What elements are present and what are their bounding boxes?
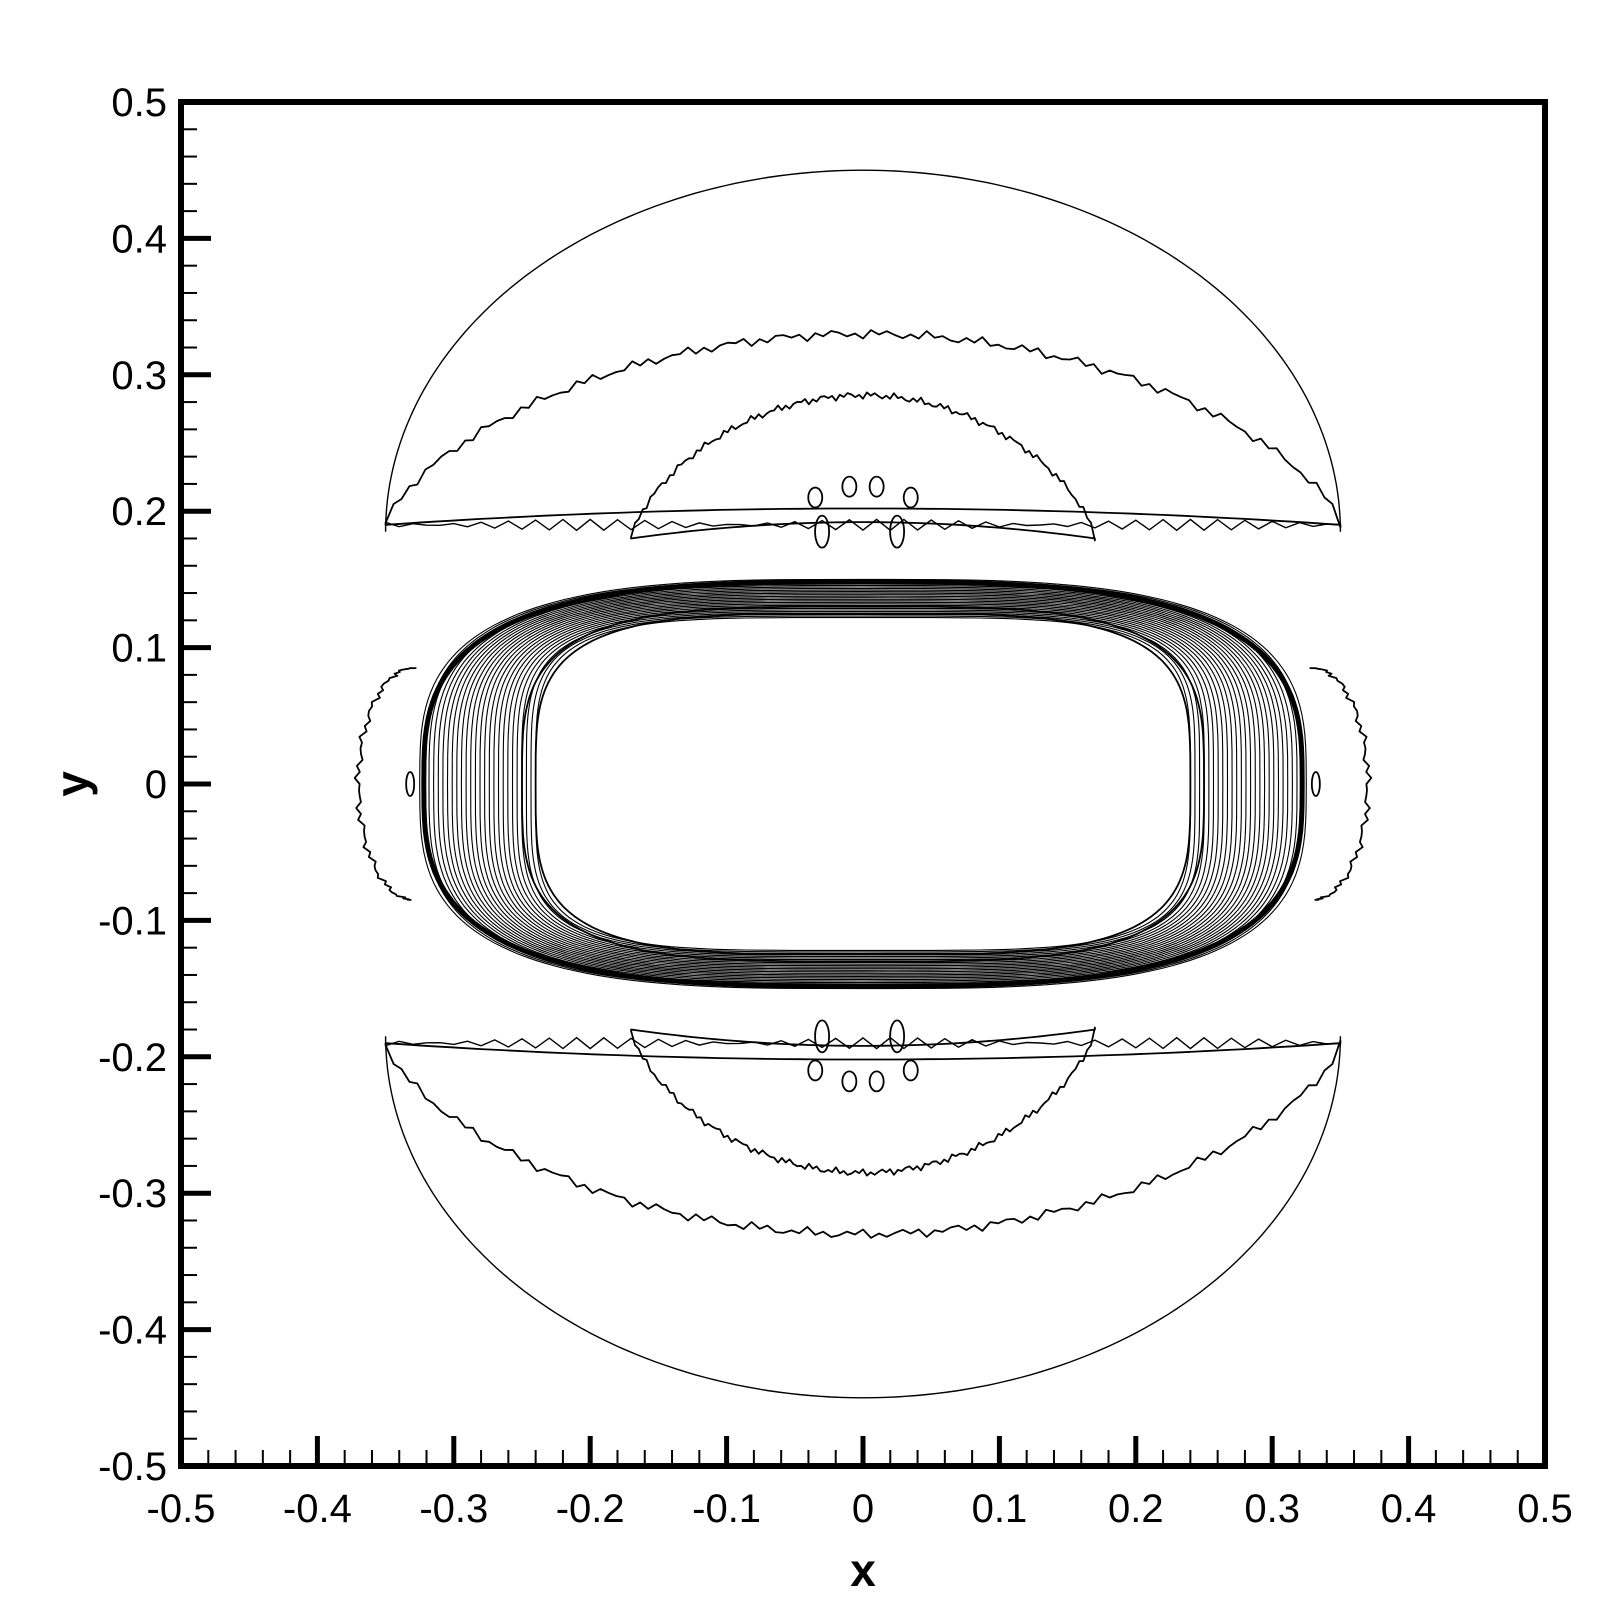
contour-shock-ring: [433, 583, 1293, 985]
x-tick-label: -0.1: [692, 1487, 761, 1531]
contour-blob: [902, 1059, 919, 1082]
contour-shock-ring: [460, 592, 1266, 976]
contour-shock-ring: [474, 597, 1252, 971]
y-tick-label: 0.1: [111, 627, 167, 671]
x-tick-label: -0.5: [147, 1487, 216, 1531]
contour-blob: [807, 1059, 824, 1082]
contour-shock-ring: [465, 594, 1261, 974]
contour-shock-ring: [535, 617, 1191, 951]
contour-side-lobe: [1309, 667, 1373, 901]
contour-blob: [889, 514, 905, 549]
contour-shock-front: [421, 579, 1305, 989]
contour-shock-ring: [507, 607, 1219, 961]
x-tick-label: 0.5: [1517, 1487, 1573, 1531]
x-tick-label: 0.2: [1108, 1487, 1164, 1531]
y-tick-label: 0: [145, 763, 167, 807]
contour-shock-ring: [493, 603, 1233, 965]
contour-shock-ring: [484, 600, 1242, 968]
contour-shock-ring: [451, 589, 1275, 979]
contour-shock-ring: [423, 580, 1303, 988]
contour-blob: [841, 1070, 858, 1093]
y-tick-label: -0.2: [98, 1036, 167, 1080]
contour-shock-ring: [442, 586, 1284, 982]
plot-frame: [178, 99, 1548, 1469]
contour-blob: [807, 486, 824, 509]
contour-shock-ring: [516, 610, 1210, 958]
contour-shock-ring: [446, 588, 1280, 980]
contour-shock-ring: [502, 606, 1224, 962]
x-tick-label: -0.2: [556, 1487, 625, 1531]
x-tick-label: -0.3: [419, 1487, 488, 1531]
contour-blob: [902, 486, 919, 509]
contour-inner-core: [534, 612, 1192, 956]
contour-shock-ring: [497, 604, 1229, 964]
contour-outer-arc: [384, 169, 1342, 532]
x-tick-label: -0.4: [283, 1487, 352, 1531]
contour-shock-ring: [470, 595, 1256, 973]
contour-shock-ring: [419, 578, 1307, 990]
contour-blob: [1310, 771, 1321, 797]
contour-inner-arc: [630, 391, 1096, 542]
contour-jagged-arc: [384, 1039, 1342, 1239]
contour-blob: [814, 1019, 830, 1054]
x-axis-title: x: [850, 1544, 876, 1596]
x-tick-label: 0.3: [1244, 1487, 1300, 1531]
contour-shock-ring: [437, 584, 1289, 984]
contour-inner-arc: [630, 1026, 1096, 1177]
contour-shock-ring: [488, 601, 1238, 967]
contour-blob: [814, 514, 830, 549]
y-tick-label: 0.5: [111, 81, 167, 125]
contour-shock-ring: [521, 612, 1205, 956]
contour-blob: [841, 475, 858, 498]
contour-blob: [868, 1070, 885, 1093]
contour-blob: [405, 771, 416, 797]
y-tick-label: 0.3: [111, 354, 167, 398]
contour-side-lobe: [353, 667, 417, 901]
axis-ticks: [178, 99, 1548, 1469]
y-tick-label: 0.4: [111, 217, 167, 261]
contour-lines: [353, 169, 1373, 1399]
x-tick-label: 0.4: [1381, 1487, 1437, 1531]
x-tick-label: 0.1: [972, 1487, 1028, 1531]
contour-shock-ring: [525, 613, 1201, 955]
contour-shock-ring: [530, 615, 1196, 953]
y-tick-label: -0.3: [98, 1172, 167, 1216]
contour-jagged-arc: [384, 329, 1342, 529]
contour-shock-ring: [479, 598, 1247, 970]
y-tick-label: -0.5: [98, 1445, 167, 1489]
contour-shock-ring: [511, 609, 1215, 959]
x-tick-label: 0: [852, 1487, 874, 1531]
contour-shock-ring: [456, 591, 1270, 977]
y-tick-label: -0.1: [98, 899, 167, 943]
contour-blob: [868, 475, 885, 498]
y-axis-title: y: [46, 771, 98, 797]
contour-inner-core: [521, 605, 1205, 963]
contour-outer-arc: [384, 1036, 1342, 1399]
contour-blob: [889, 1019, 905, 1054]
y-tick-label: 0.2: [111, 490, 167, 534]
y-tick-label: -0.4: [98, 1309, 167, 1353]
tick-labels: -0.5 -0.4 -0.3 -0.2 -0.1 0 0.1 0.2 0.3 0.4 0.5 -0.5…: [98, 81, 1573, 1531]
